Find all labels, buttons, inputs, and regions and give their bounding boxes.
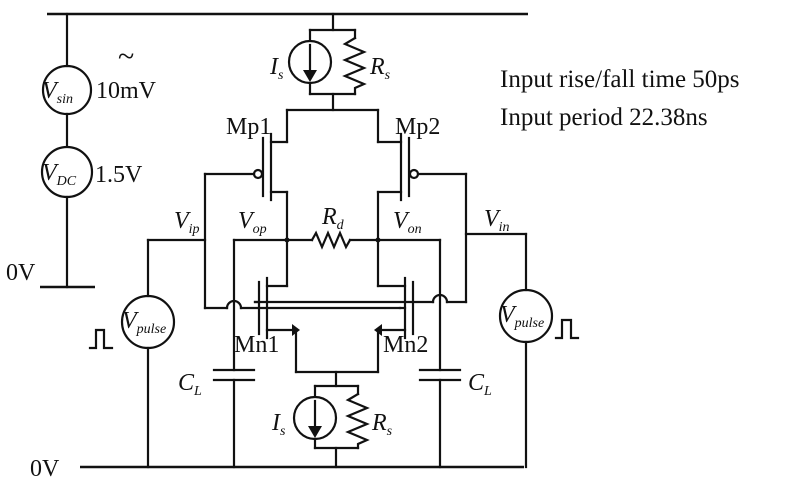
vop-node-label: Vop	[238, 208, 267, 237]
mp1-label: Mp1	[226, 114, 271, 140]
rd-symbol: R	[321, 204, 337, 230]
vsin-symbol: V	[42, 78, 59, 104]
svg-text:VDC: VDC	[42, 160, 77, 189]
vdc-value: 1.5V	[95, 162, 143, 188]
mp1-transistor: Mp1	[203, 108, 289, 242]
vdc-source: VDC 1.5V	[40, 145, 143, 199]
vpulse-right-source: Vpulse	[464, 232, 580, 469]
resistor-rd: Rd	[232, 204, 442, 250]
pulse-icon-right	[554, 318, 580, 340]
mn1-transistor: Mn1	[234, 238, 300, 374]
vin-node-label: Vin	[484, 206, 510, 235]
vdc-symbol: V	[42, 160, 59, 186]
top-is-symbol: I	[269, 54, 279, 80]
cap-right: CL	[418, 368, 492, 469]
cl-right-subscript: L	[483, 384, 492, 399]
mn1-label: Mn1	[234, 332, 279, 358]
svg-text:Rd: Rd	[321, 204, 345, 233]
mp2-label: Mp2	[395, 114, 440, 140]
vpulse-right-symbol: V	[500, 302, 517, 328]
svg-text:Rs: Rs	[369, 54, 391, 83]
pulse-icon-left	[88, 328, 114, 350]
svg-text:CL: CL	[178, 370, 202, 399]
ac-wave-symbol: ~	[118, 40, 134, 73]
bottom-rs-symbol: R	[371, 410, 387, 436]
mn2-transistor: Mn2	[374, 238, 428, 374]
svg-text:CL: CL	[468, 370, 492, 399]
cap-left: CL	[178, 368, 256, 469]
vsin-source: Vsin 10mV ~	[41, 12, 157, 116]
ground-left-label: 0V	[6, 260, 36, 286]
cl-left-subscript: L	[193, 384, 202, 399]
mp2-transistor: Mp2	[376, 108, 468, 242]
vpulse-left-subscript: pulse	[136, 322, 167, 337]
note-period: Input period 22.38ns	[500, 104, 708, 131]
vsin-value: 10mV	[96, 78, 157, 104]
vpulse-right-subscript: pulse	[514, 316, 545, 331]
cl-right-symbol: C	[468, 370, 485, 396]
top-is-subscript: s	[278, 68, 284, 83]
note-rise-fall: Input rise/fall time 50ps	[500, 66, 740, 93]
svg-text:Vpulse: Vpulse	[500, 302, 544, 331]
svg-text:Is: Is	[269, 54, 284, 83]
bottom-current-source: Is Rs	[271, 370, 393, 469]
vip-node-label: Vip	[174, 208, 200, 237]
vsin-subscript: sin	[57, 92, 73, 107]
rd-subscript: d	[337, 218, 345, 233]
cl-left-symbol: C	[178, 370, 195, 396]
vpulse-left-source: Vpulse	[88, 238, 207, 469]
gate-wiring	[203, 172, 468, 372]
svg-text:Is: Is	[271, 410, 286, 439]
svg-text:Rs: Rs	[371, 410, 393, 439]
vpulse-left-symbol: V	[122, 308, 139, 334]
top-rs-subscript: s	[385, 68, 391, 83]
svg-text:Vsin: Vsin	[42, 78, 73, 107]
von-node-label: Von	[393, 208, 422, 237]
top-current-source: Is Rs	[269, 12, 391, 112]
vdc-subscript: DC	[56, 174, 77, 189]
bottom-is-symbol: I	[271, 410, 281, 436]
mn2-label: Mn2	[383, 332, 428, 358]
top-rs-symbol: R	[369, 54, 385, 80]
svg-text:Vpulse: Vpulse	[122, 308, 166, 337]
bottom-is-subscript: s	[280, 424, 286, 439]
bottom-rs-subscript: s	[387, 424, 393, 439]
ground-bottom-label: 0V	[30, 456, 60, 482]
